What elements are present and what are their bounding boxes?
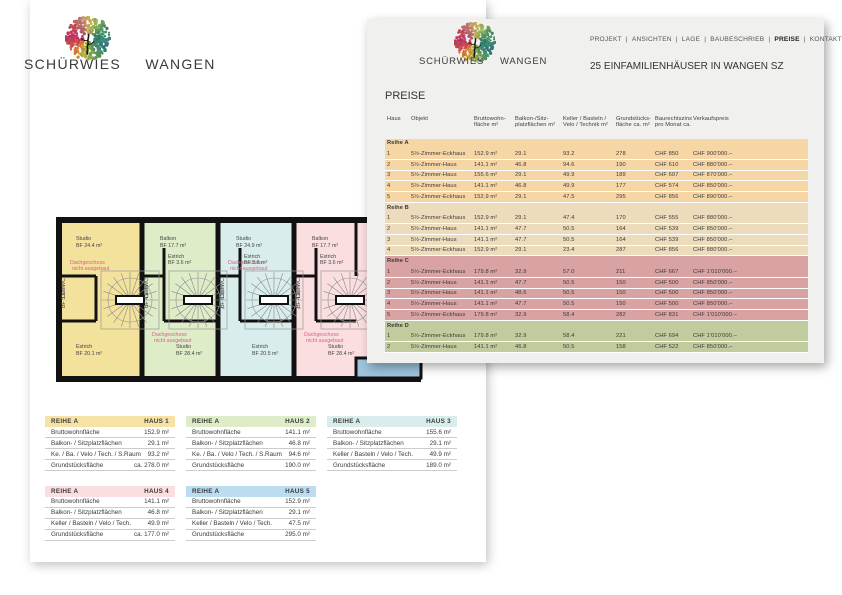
svg-text:Studio: Studio [76, 236, 91, 242]
svg-text:BF 28.4 m²: BF 28.4 m² [176, 351, 202, 357]
svg-text:BF 4.9 m²: BF 4.9 m² [144, 285, 150, 308]
svg-text:BF 3.6 m²: BF 3.6 m² [168, 260, 191, 266]
svg-text:BF 20.1 m²: BF 20.1 m² [76, 351, 102, 357]
svg-text:BF 3.6 m²: BF 3.6 m² [320, 260, 343, 266]
svg-text:BF 17.7 m²: BF 17.7 m² [160, 243, 186, 249]
svg-text:Estrich: Estrich [76, 344, 92, 350]
svg-text:BF 5.6 m²: BF 5.6 m² [61, 285, 67, 308]
svg-text:Studio: Studio [236, 236, 251, 242]
svg-text:BF 4.9 m²: BF 4.9 m² [296, 285, 302, 308]
svg-text:BF 20.5 m²: BF 20.5 m² [252, 351, 278, 357]
svg-text:Studio: Studio [176, 344, 191, 350]
svg-text:BF 17.7 m²: BF 17.7 m² [312, 243, 338, 249]
svg-text:Balkon: Balkon [312, 236, 328, 242]
svg-text:nicht ausgebaut: nicht ausgebaut [230, 266, 268, 272]
svg-text:BF 24.9 m²: BF 24.9 m² [236, 243, 262, 249]
svg-text:Balkon: Balkon [160, 236, 176, 242]
svg-text:Estrich: Estrich [252, 344, 268, 350]
svg-text:BF 3.6 m²: BF 3.6 m² [244, 260, 267, 266]
svg-text:BF 28.4 m²: BF 28.4 m² [328, 351, 354, 357]
svg-text:BF 6.0 m²: BF 6.0 m² [220, 285, 226, 308]
svg-text:nicht ausgebaut: nicht ausgebaut [72, 266, 110, 272]
svg-text:Studio: Studio [328, 344, 343, 350]
svg-text:BF 24.4 m²: BF 24.4 m² [76, 243, 102, 249]
